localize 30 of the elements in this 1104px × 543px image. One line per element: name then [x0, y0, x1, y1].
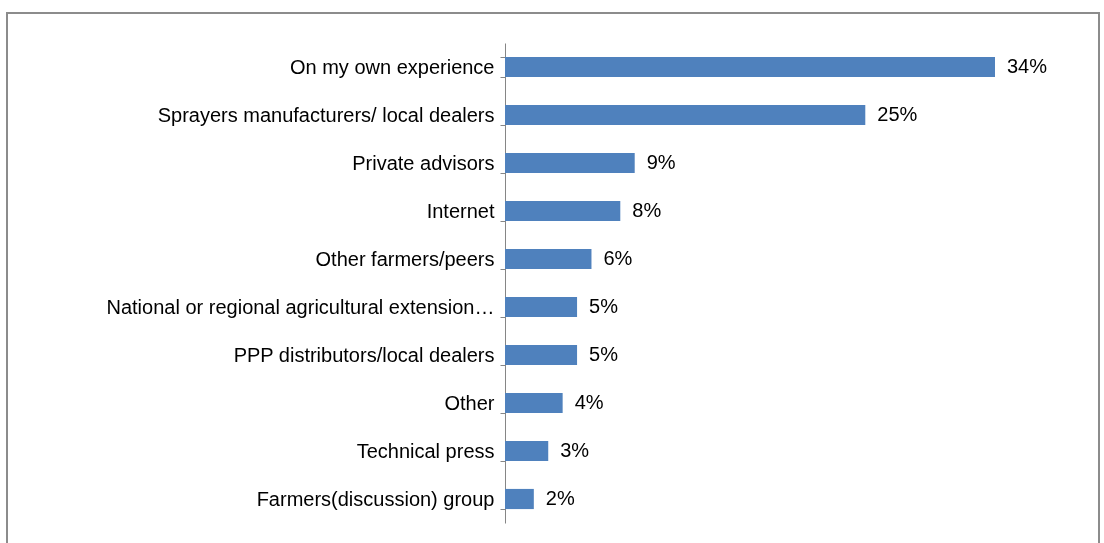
bar — [505, 152, 635, 174]
y-tick-label: Other farmers/peers — [315, 247, 495, 270]
y-tick-label: Technical press — [356, 439, 495, 462]
bar — [505, 248, 592, 270]
y-tick-label: Internet — [426, 199, 495, 222]
bar — [505, 392, 563, 414]
bar — [505, 344, 578, 366]
data-label: 8% — [632, 199, 662, 221]
bar — [505, 488, 534, 510]
data-label: 4% — [574, 391, 604, 413]
y-tick-label: Farmers(discussion) group — [256, 487, 495, 510]
data-label: 6% — [603, 247, 633, 269]
y-tick-label: On my own experience — [289, 55, 495, 78]
bar — [505, 200, 621, 222]
y-tick-label: National or regional agricultural extension… — [106, 295, 495, 318]
y-tick-label: Other — [444, 391, 495, 414]
bar — [505, 56, 995, 78]
bar — [505, 440, 549, 462]
y-tick-label: PPP distributors/local dealers — [233, 343, 495, 366]
data-label: 5% — [589, 295, 619, 317]
data-label: 5% — [589, 343, 619, 365]
bar — [505, 296, 578, 318]
data-label: 34% — [1007, 55, 1048, 77]
bar — [505, 104, 866, 126]
data-label: 25% — [877, 103, 918, 125]
y-tick-label: Sprayers manufacturers/ local dealers — [157, 103, 495, 126]
data-label: 3% — [560, 439, 590, 461]
data-label: 9% — [646, 151, 676, 173]
data-label: 2% — [545, 487, 575, 509]
y-tick-label: Private advisors — [352, 151, 495, 174]
